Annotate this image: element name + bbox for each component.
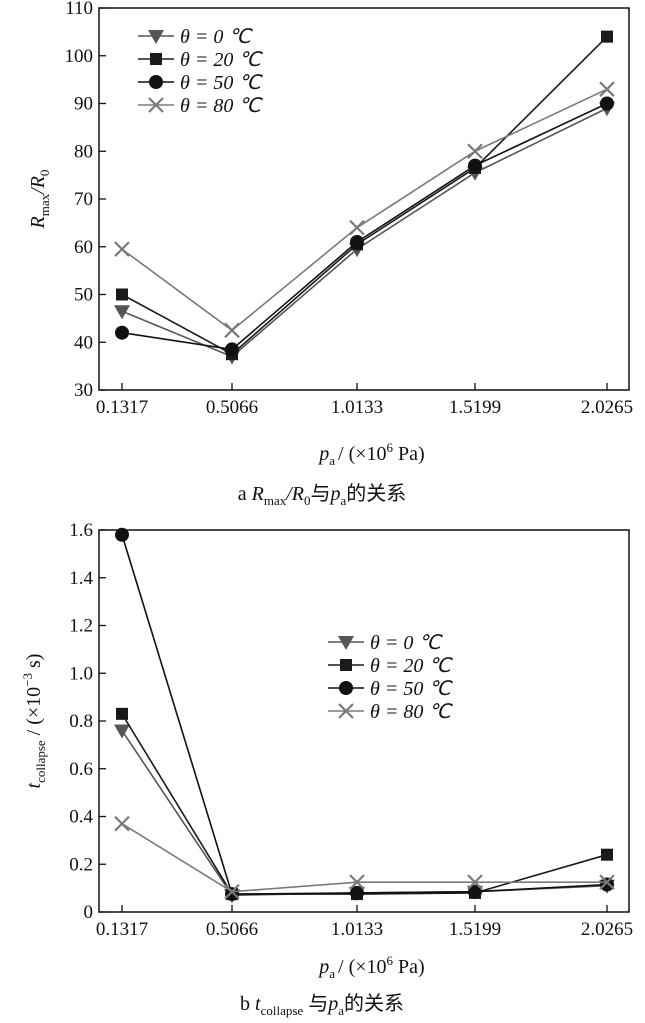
data-point [224,322,240,339]
legend-label: θ = 0 ℃ [370,632,443,654]
data-point [114,724,130,739]
series-0c [114,724,615,904]
data-point [116,707,128,720]
series-line [121,88,608,332]
y-tick-label: 0.2 [69,854,93,875]
data-point [114,815,130,832]
data-point [116,288,128,301]
chart-b: 0 0.2 0.4 0.6 0.8 1.0 1.2 1.4 1.6 0.1317 0.5066 1.0… [20,520,633,1018]
series-80c [114,81,615,339]
y-tick-label: 1.6 [69,520,93,541]
y-tick-label: 1.2 [69,616,93,637]
y-tick-label: 0 [84,902,94,923]
y-tick-label: 0.6 [69,759,93,780]
legend-label: θ = 50 ℃ [370,678,453,700]
series-80c [114,815,615,900]
data-point [601,848,613,861]
data-point [225,887,239,902]
data-point [601,30,613,43]
legend-marker [148,97,164,113]
legend-label: θ = 20 ℃ [180,49,263,71]
legend-marker [338,636,354,650]
series-line [121,102,608,351]
x-tick-label: 1.5199 [449,919,501,940]
y-tick-label: 100 [65,46,94,67]
data-point [349,219,365,236]
y-tick-label: 0.8 [69,711,93,732]
y-tick-label: 1.4 [69,568,93,589]
data-point [599,81,615,97]
data-point [349,874,365,890]
data-point [350,234,364,249]
series-50c [115,96,614,357]
data-point [115,527,129,542]
series-line [121,713,608,895]
y-tick-label: 80 [74,141,93,162]
legend-marker [340,659,352,671]
plot-frame [98,7,630,391]
chart-a: 30 40 50 60 70 80 90 100 110 0.1317 0.5066 1.0133 1.… [27,0,633,508]
legend-marker [339,681,353,695]
y-axis-label: Rmax/R0 [27,170,52,230]
x-tick-label: 1.5199 [449,397,501,418]
legend-label: θ = 80 ℃ [180,95,263,117]
legend-label: θ = 0 ℃ [180,26,253,48]
data-point [599,874,615,890]
y-tick-label: 30 [74,380,93,401]
x-axis-label: pa / (×106 Pa) [317,953,424,981]
data-point [114,241,130,257]
data-point [225,342,239,357]
figure-caption: b tcollapse 与pa的关系 [240,992,404,1018]
data-point [115,325,129,340]
x-tick-label: 2.0265 [581,397,633,418]
x-tick-label: 0.5066 [206,397,258,418]
data-point [600,877,614,892]
x-tick-label: 2.0265 [581,919,633,940]
data-point [467,874,483,890]
y-tick-label: 1.0 [69,663,93,684]
legend-label: θ = 20 ℃ [370,655,453,677]
data-point [114,305,130,320]
x-axis-label: pa / (×106 Pa) [317,440,424,468]
y-tick-label: 50 [74,285,93,306]
legend-marker [148,30,164,44]
data-point [350,885,364,900]
x-tick-label: 1.0133 [331,397,383,418]
y-tick-label: 60 [74,237,93,258]
legend-label: θ = 80 ℃ [370,701,453,723]
data-point [224,883,240,900]
y-tick-label: 110 [65,0,93,19]
y-tick-label: 40 [74,332,93,353]
y-axis-label: tcollapse / (×10−3 s) [20,654,48,789]
x-tick-label: 1.0133 [331,919,383,940]
series-line [121,107,608,358]
legend: θ = 0 ℃θ = 20 ℃θ = 50 ℃θ = 80 ℃ [328,632,453,723]
data-point [468,158,482,173]
legend: θ = 0 ℃θ = 20 ℃θ = 50 ℃θ = 80 ℃ [138,26,263,117]
figure-caption: a Rmax/R0与pa的关系 [238,482,407,508]
legend-label: θ = 50 ℃ [180,72,263,94]
y-tick-label: 90 [74,94,93,115]
legend-marker [338,703,354,719]
series-line [121,730,608,897]
x-tick-label: 0.1317 [96,397,148,418]
x-tick-label: 0.1317 [96,919,148,940]
data-point [600,96,614,111]
data-point [467,143,483,160]
legend-marker [150,53,162,65]
y-tick-label: 70 [74,189,93,210]
series-20c [116,707,613,901]
x-tick-label: 0.5066 [206,919,258,940]
series-50c [115,527,614,902]
data-point [468,884,482,899]
legend-marker [149,75,163,89]
series-0c [114,102,615,365]
y-tick-label: 0.4 [69,807,93,828]
